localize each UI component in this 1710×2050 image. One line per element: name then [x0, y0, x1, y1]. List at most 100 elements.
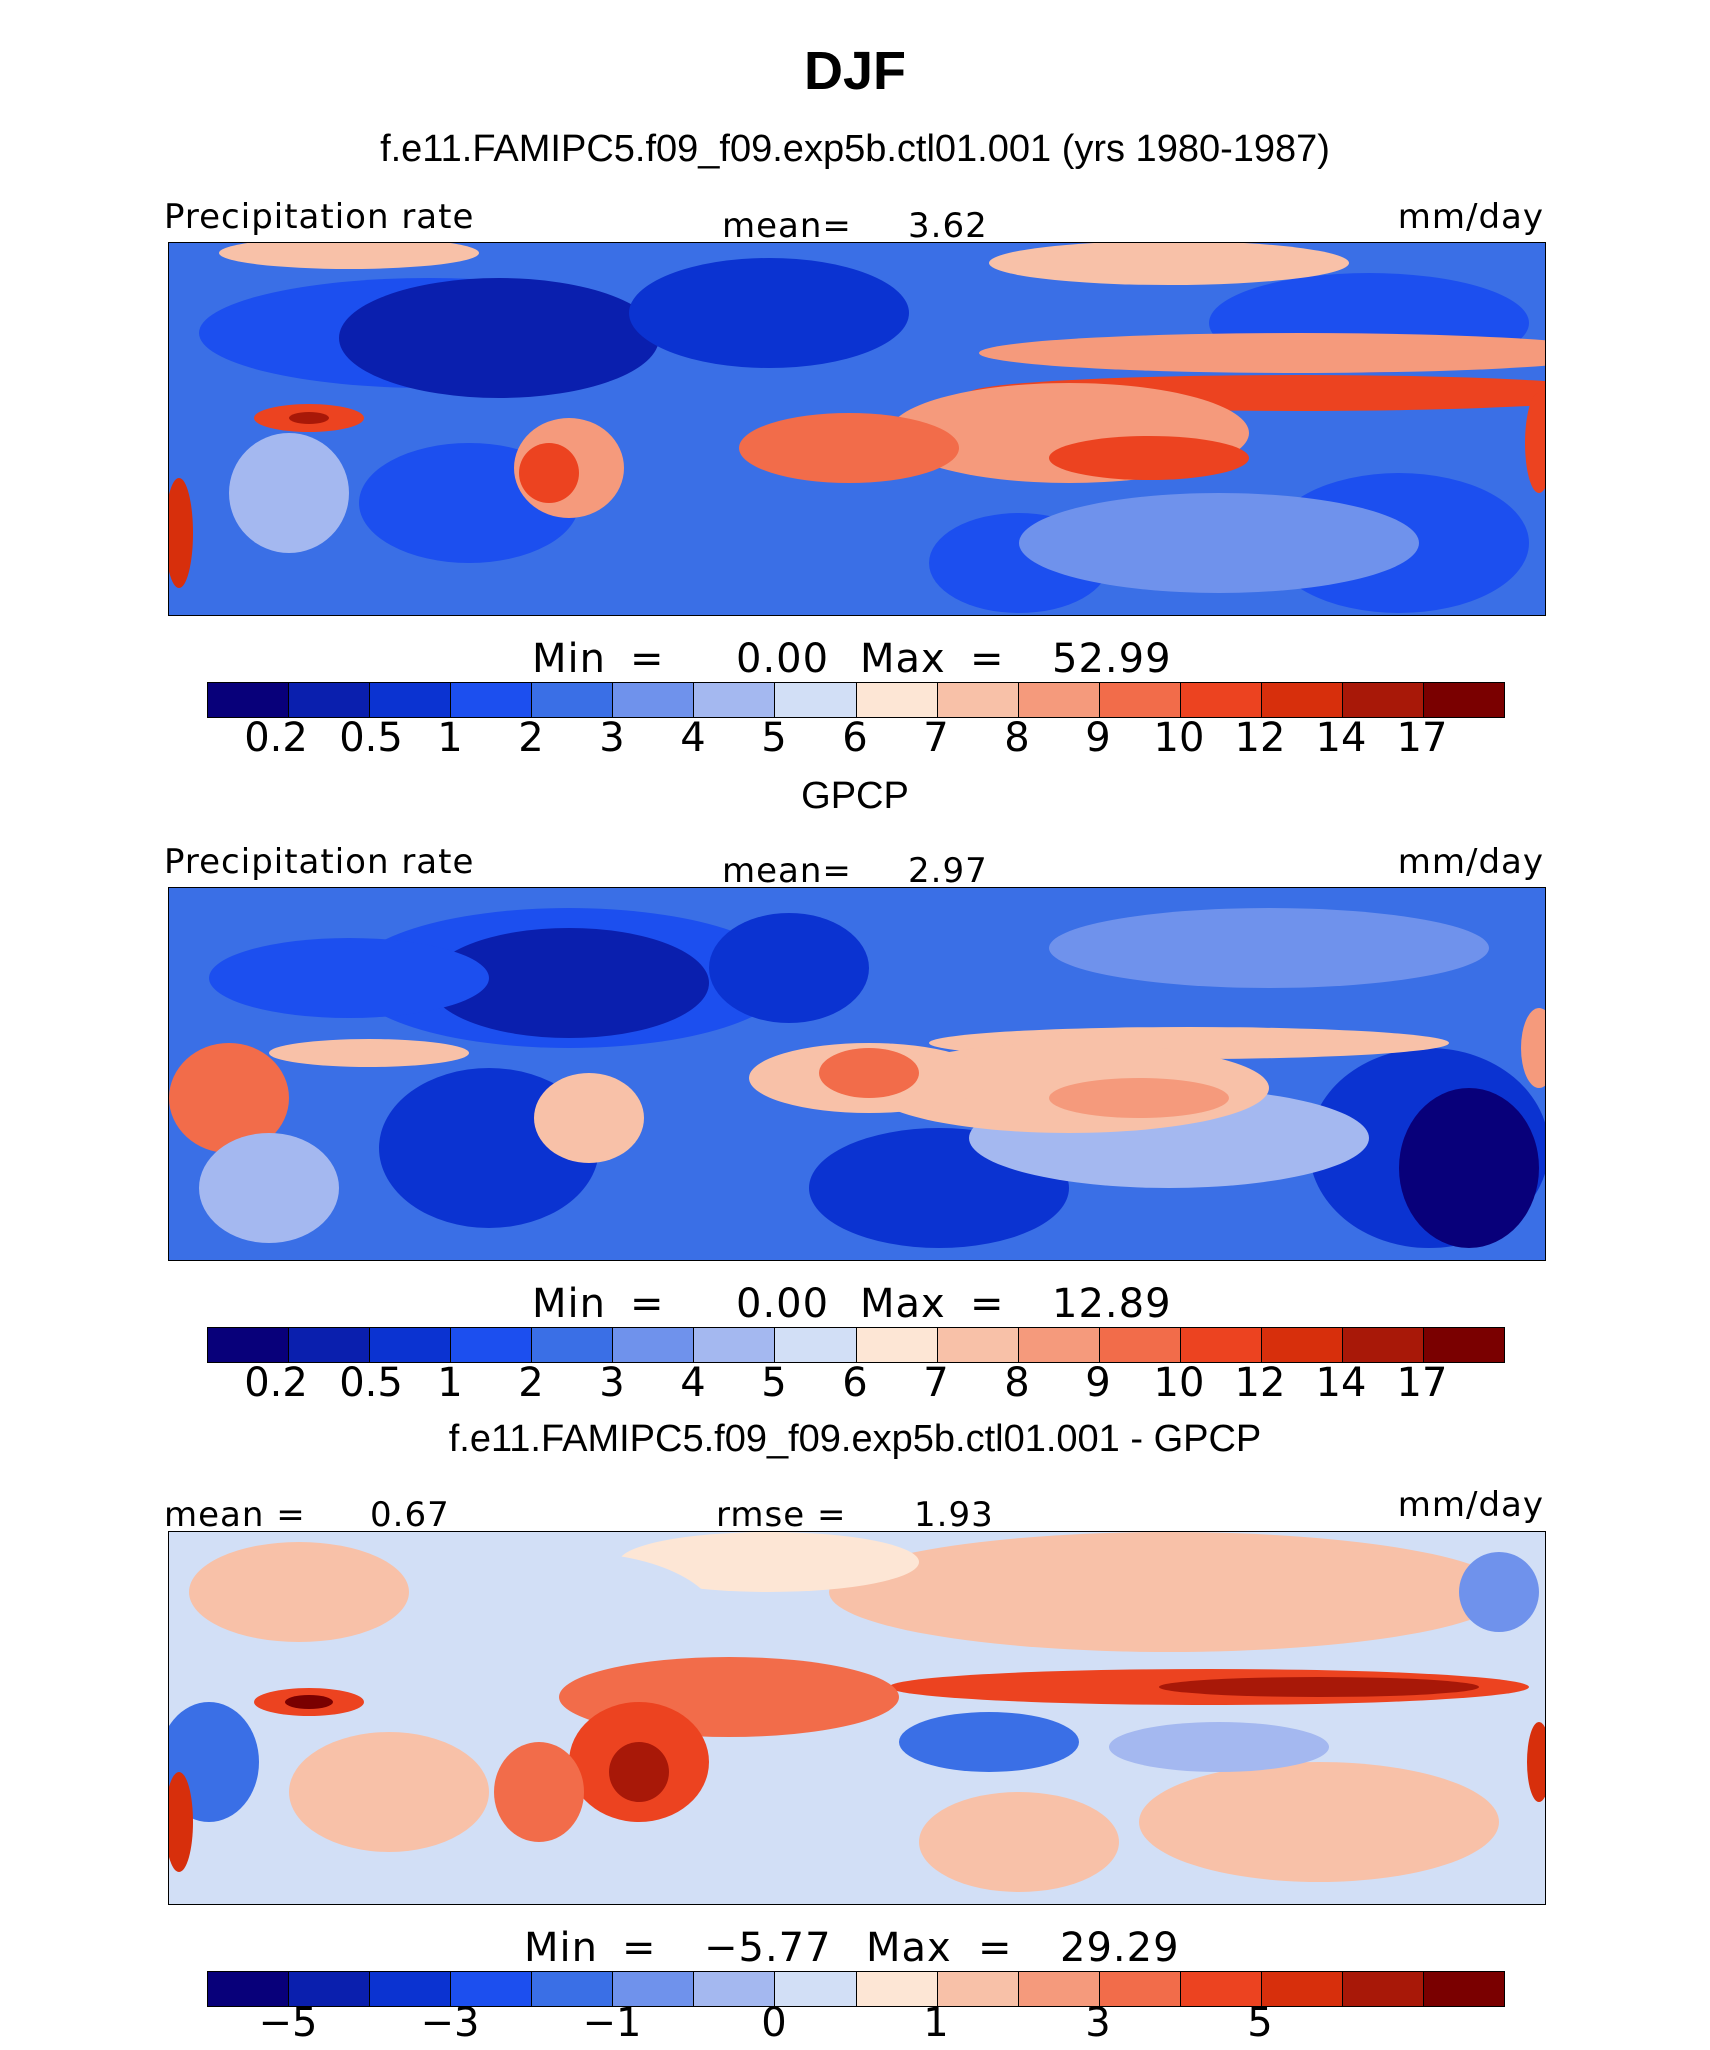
panel2-max-value: 12.89 [1052, 1281, 1172, 1327]
panel1-mean-label: mean= [722, 206, 852, 246]
colorbar-tick-label: 8 [1004, 1360, 1030, 1406]
colorbar-tick-label: 5 [761, 1360, 787, 1406]
colorbar-segment [208, 1328, 290, 1362]
colorbar-segment [532, 683, 614, 717]
colorbar-segment [856, 1328, 938, 1362]
colorbar-segment [451, 1972, 533, 2006]
panel1-min-eq: = [630, 636, 665, 682]
colorbar-segment [532, 1972, 614, 2006]
panel2-colorbar-ticks: 0.2 0.5 1 2 3 4 5 6 7 8 9 10 12 14 17 [207, 1360, 1503, 1410]
panel1-min-label: Min [532, 636, 606, 682]
colorbar-tick-label: −5 [258, 2000, 318, 2046]
panel3-colorbar-ticks: −5 −3 −1 0 1 3 5 [207, 2000, 1503, 2050]
colorbar-segment [1261, 1328, 1343, 1362]
colorbar-segment [937, 683, 1019, 717]
colorbar-tick-label: 5 [761, 715, 787, 761]
colorbar-segment [370, 1972, 452, 2006]
colorbar-tick-label: 2 [518, 1360, 544, 1406]
colorbar-tick-label: 2 [518, 715, 544, 761]
panel2-heading: GPCP [801, 775, 909, 817]
panel3-rmse-value: 1.93 [914, 1495, 994, 1535]
panel3-units: mm/day [1397, 1485, 1544, 1525]
colorbar-segment [1423, 683, 1504, 717]
panel2-units: mm/day [1397, 842, 1544, 882]
colorbar-segment [451, 1328, 533, 1362]
colorbar-tick-label: 17 [1396, 1360, 1448, 1406]
colorbar-segment [1180, 1328, 1262, 1362]
panel2-min-eq: = [630, 1281, 665, 1327]
panel1-max-label: Max [860, 636, 946, 682]
colorbar-segment [532, 1328, 614, 1362]
colorbar-segment [856, 1972, 938, 2006]
panel3-rmse-label: rmse = [716, 1495, 847, 1535]
colorbar-tick-label: 0.5 [339, 715, 403, 761]
panel3-colorbar [207, 1971, 1505, 2007]
colorbar-tick-label: 3 [599, 715, 625, 761]
colorbar-tick-label: 8 [1004, 715, 1030, 761]
colorbar-tick-label: 6 [842, 1360, 868, 1406]
colorbar-tick-label: 6 [842, 715, 868, 761]
colorbar-segment [1018, 1972, 1100, 2006]
colorbar-segment [289, 683, 371, 717]
colorbar-segment [1018, 683, 1100, 717]
colorbar-tick-label: 0 [761, 2000, 787, 2046]
colorbar-tick-label: 3 [1085, 2000, 1111, 2046]
page-title: DJF [803, 41, 906, 101]
panel1-max-eq: = [970, 636, 1005, 682]
colorbar-tick-label: 14 [1315, 1360, 1367, 1406]
colorbar-segment [1342, 683, 1424, 717]
colorbar-tick-label: −3 [420, 2000, 480, 2046]
panel2-map-svg [169, 888, 1545, 1260]
colorbar-tick-label: 12 [1234, 715, 1286, 761]
colorbar-tick-label: 7 [923, 1360, 949, 1406]
colorbar-segment [613, 1972, 695, 2006]
panel3-map-svg [169, 1532, 1545, 1904]
colorbar-segment [451, 683, 533, 717]
panel3-min-eq: = [622, 1925, 657, 1971]
colorbar-segment [289, 1972, 371, 2006]
colorbar-segment [613, 1328, 695, 1362]
panel1-colorbar [207, 682, 1505, 718]
panel3-max-label: Max [866, 1925, 952, 1971]
panel3-min-value: −5.77 [704, 1925, 832, 1971]
panel3-min-label: Min [524, 1925, 598, 1971]
colorbar-tick-label: 3 [599, 1360, 625, 1406]
colorbar-segment [1099, 683, 1181, 717]
colorbar-segment [1423, 1328, 1504, 1362]
colorbar-segment [370, 1328, 452, 1362]
panel1-min-value: 0.00 [736, 636, 830, 682]
panel1-map-svg [169, 243, 1545, 615]
colorbar-segment [613, 683, 695, 717]
panel1-max-value: 52.99 [1052, 636, 1172, 682]
colorbar-segment [937, 1972, 1019, 2006]
colorbar-tick-label: 4 [680, 715, 706, 761]
panel1-colorbar-ticks: 0.2 0.5 1 2 3 4 5 6 7 8 9 10 12 14 17 [207, 715, 1503, 765]
colorbar-segment [1099, 1972, 1181, 2006]
colorbar-tick-label: −1 [582, 2000, 642, 2046]
panel3-max-value: 29.29 [1060, 1925, 1180, 1971]
colorbar-tick-label: 4 [680, 1360, 706, 1406]
colorbar-tick-label: 0.2 [244, 1360, 308, 1406]
colorbar-segment [208, 683, 290, 717]
colorbar-segment [1342, 1972, 1424, 2006]
panel1-units: mm/day [1397, 197, 1544, 237]
colorbar-segment [694, 683, 776, 717]
panel2-max-eq: = [970, 1281, 1005, 1327]
colorbar-tick-label: 10 [1153, 1360, 1205, 1406]
panel1-map [168, 242, 1546, 616]
panel2-min-label: Min [532, 1281, 606, 1327]
colorbar-tick-label: 17 [1396, 715, 1448, 761]
panel3-max-eq: = [978, 1925, 1013, 1971]
panel3-mean-value: 0.67 [370, 1495, 450, 1535]
colorbar-tick-label: 1 [437, 715, 463, 761]
colorbar-segment [1180, 683, 1262, 717]
panel2-variable-label: Precipitation rate [164, 842, 475, 882]
colorbar-tick-label: 1 [923, 2000, 949, 2046]
colorbar-segment [775, 1328, 857, 1362]
colorbar-segment [775, 683, 857, 717]
colorbar-tick-label: 10 [1153, 715, 1205, 761]
panel2-colorbar [207, 1327, 1505, 1363]
panel3-map [168, 1531, 1546, 1905]
panel2-min-value: 0.00 [736, 1281, 830, 1327]
colorbar-segment [1261, 1972, 1343, 2006]
